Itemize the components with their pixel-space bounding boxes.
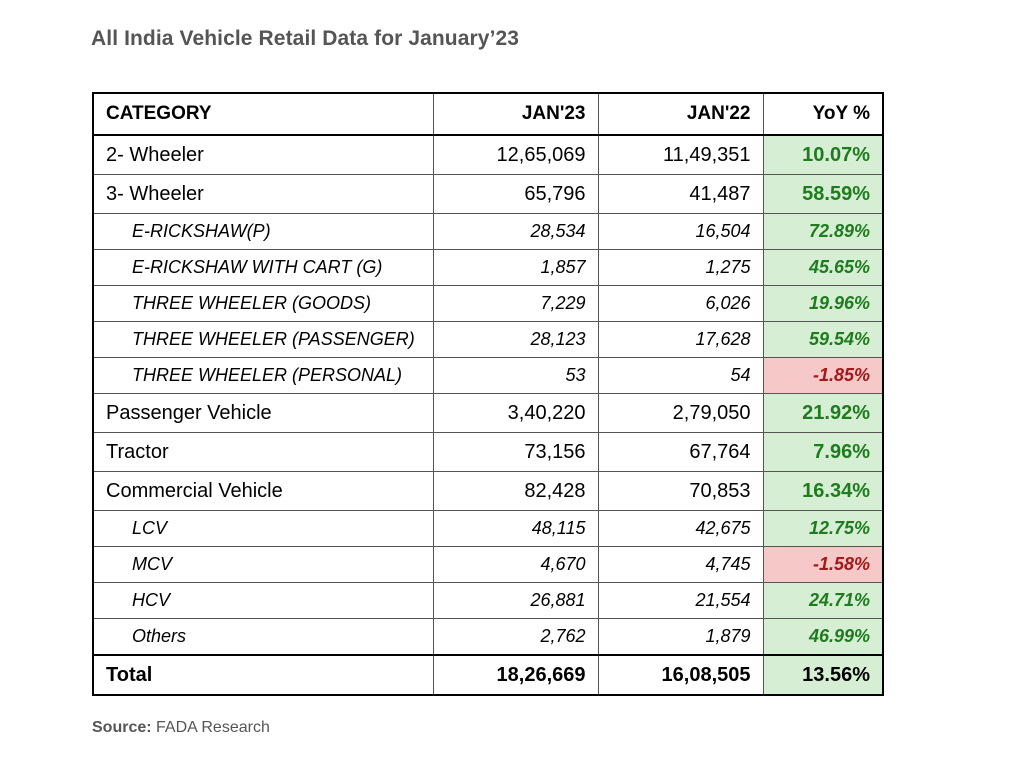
row-category: THREE WHEELER (GOODS) bbox=[92, 285, 434, 322]
row-category: LCV bbox=[92, 510, 434, 547]
row-yoy: 24.71% bbox=[762, 582, 884, 619]
row-yoy: 19.96% bbox=[762, 285, 884, 322]
table-row: Passenger Vehicle 3,40,220 2,79,050 21.9… bbox=[92, 393, 884, 433]
row-jan23: 73,156 bbox=[432, 432, 599, 472]
row-category: Tractor bbox=[92, 432, 434, 472]
total-yoy: 13.56% bbox=[762, 654, 884, 696]
row-jan23: 1,857 bbox=[432, 249, 599, 286]
row-jan23: 48,115 bbox=[432, 510, 599, 547]
row-category: Others bbox=[92, 618, 434, 656]
page-title: All India Vehicle Retail Data for Januar… bbox=[91, 27, 520, 50]
row-jan23: 26,881 bbox=[432, 582, 599, 619]
row-yoy: 45.65% bbox=[762, 249, 884, 286]
table-row: THREE WHEELER (PASSENGER) 28,123 17,628 … bbox=[92, 321, 884, 358]
row-jan23: 7,229 bbox=[432, 285, 599, 322]
row-jan22: 11,49,351 bbox=[597, 134, 764, 175]
row-jan22: 21,554 bbox=[597, 582, 764, 619]
table-row: 3- Wheeler 65,796 41,487 58.59% bbox=[92, 174, 884, 214]
row-jan22: 4,745 bbox=[597, 546, 764, 583]
row-yoy: 10.07% bbox=[762, 134, 884, 175]
table-row: MCV 4,670 4,745 -1.58% bbox=[92, 546, 884, 583]
row-jan22: 67,764 bbox=[597, 432, 764, 472]
row-jan22: 16,504 bbox=[597, 213, 764, 250]
row-category: 2- Wheeler bbox=[92, 134, 434, 175]
table-row: 2- Wheeler 12,65,069 11,49,351 10.07% bbox=[92, 134, 884, 175]
row-jan22: 1,879 bbox=[597, 618, 764, 656]
table-row: THREE WHEELER (PERSONAL) 53 54 -1.85% bbox=[92, 357, 884, 394]
row-yoy: -1.85% bbox=[762, 357, 884, 394]
row-yoy: 12.75% bbox=[762, 510, 884, 547]
row-yoy: 58.59% bbox=[762, 174, 884, 214]
header-category: CATEGORY bbox=[92, 92, 434, 136]
row-jan22: 41,487 bbox=[597, 174, 764, 214]
row-category: Passenger Vehicle bbox=[92, 393, 434, 433]
row-jan22: 70,853 bbox=[597, 471, 764, 511]
row-jan23: 12,65,069 bbox=[432, 134, 599, 175]
table-header-row: CATEGORY JAN'23 JAN'22 YoY % bbox=[92, 92, 884, 136]
table-row: Others 2,762 1,879 46.99% bbox=[92, 618, 884, 656]
row-category: E-RICKSHAW WITH CART (G) bbox=[92, 249, 434, 286]
total-category: Total bbox=[92, 654, 434, 696]
row-yoy: -1.58% bbox=[762, 546, 884, 583]
row-jan23: 65,796 bbox=[432, 174, 599, 214]
row-jan22: 54 bbox=[597, 357, 764, 394]
source-note: Source: FADA Research bbox=[92, 719, 270, 737]
row-category: HCV bbox=[92, 582, 434, 619]
row-category: E-RICKSHAW(P) bbox=[92, 213, 434, 250]
retail-data-table-container: CATEGORY JAN'23 JAN'22 YoY % 2- Wheeler … bbox=[92, 92, 884, 696]
row-category: 3- Wheeler bbox=[92, 174, 434, 214]
table-row: Tractor 73,156 67,764 7.96% bbox=[92, 432, 884, 472]
row-jan23: 53 bbox=[432, 357, 599, 394]
row-jan22: 17,628 bbox=[597, 321, 764, 358]
total-jan22: 16,08,505 bbox=[597, 654, 764, 696]
row-jan23: 28,123 bbox=[432, 321, 599, 358]
row-category: THREE WHEELER (PERSONAL) bbox=[92, 357, 434, 394]
row-yoy: 7.96% bbox=[762, 432, 884, 472]
row-jan23: 3,40,220 bbox=[432, 393, 599, 433]
table-row: Commercial Vehicle 82,428 70,853 16.34% bbox=[92, 471, 884, 511]
row-yoy: 46.99% bbox=[762, 618, 884, 656]
retail-data-table: CATEGORY JAN'23 JAN'22 YoY % 2- Wheeler … bbox=[92, 92, 884, 696]
row-jan23: 28,534 bbox=[432, 213, 599, 250]
row-yoy: 16.34% bbox=[762, 471, 884, 511]
row-jan22: 1,275 bbox=[597, 249, 764, 286]
table-row: E-RICKSHAW WITH CART (G) 1,857 1,275 45.… bbox=[92, 249, 884, 286]
row-jan23: 2,762 bbox=[432, 618, 599, 656]
row-jan22: 6,026 bbox=[597, 285, 764, 322]
row-jan22: 42,675 bbox=[597, 510, 764, 547]
row-yoy: 21.92% bbox=[762, 393, 884, 433]
row-yoy: 59.54% bbox=[762, 321, 884, 358]
table-row: HCV 26,881 21,554 24.71% bbox=[92, 582, 884, 619]
row-yoy: 72.89% bbox=[762, 213, 884, 250]
header-jan22: JAN'22 bbox=[597, 92, 764, 136]
source-text: FADA Research bbox=[151, 719, 270, 736]
row-jan23: 82,428 bbox=[432, 471, 599, 511]
row-category: Commercial Vehicle bbox=[92, 471, 434, 511]
row-category: THREE WHEELER (PASSENGER) bbox=[92, 321, 434, 358]
table-total-row: Total 18,26,669 16,08,505 13.56% bbox=[92, 654, 884, 696]
source-label: Source: bbox=[92, 719, 152, 736]
header-yoy: YoY % bbox=[762, 92, 884, 136]
row-jan23: 4,670 bbox=[432, 546, 599, 583]
table-row: E-RICKSHAW(P) 28,534 16,504 72.89% bbox=[92, 213, 884, 250]
header-jan23: JAN'23 bbox=[432, 92, 599, 136]
row-jan22: 2,79,050 bbox=[597, 393, 764, 433]
row-category: MCV bbox=[92, 546, 434, 583]
table-row: LCV 48,115 42,675 12.75% bbox=[92, 510, 884, 547]
table-row: THREE WHEELER (GOODS) 7,229 6,026 19.96% bbox=[92, 285, 884, 322]
total-jan23: 18,26,669 bbox=[432, 654, 599, 696]
